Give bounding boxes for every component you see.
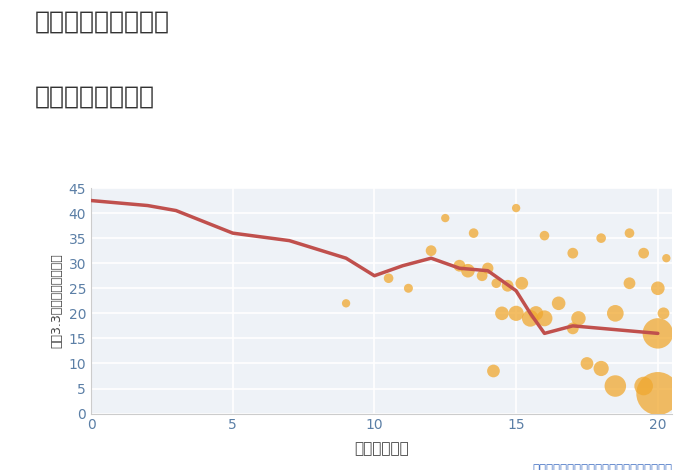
- Y-axis label: 坪（3.3㎡）単価（万円）: 坪（3.3㎡）単価（万円）: [50, 253, 63, 348]
- Point: [638, 250, 650, 257]
- Point: [652, 329, 664, 337]
- Point: [426, 247, 437, 254]
- Text: 千葉県船橋市金杉の: 千葉県船橋市金杉の: [35, 9, 170, 33]
- Point: [468, 229, 480, 237]
- X-axis label: 駅距離（分）: 駅距離（分）: [354, 441, 409, 456]
- Point: [567, 250, 578, 257]
- Point: [539, 314, 550, 322]
- Point: [440, 214, 451, 222]
- Point: [624, 229, 635, 237]
- Point: [658, 310, 669, 317]
- Point: [596, 235, 607, 242]
- Point: [383, 274, 394, 282]
- Point: [496, 310, 507, 317]
- Point: [477, 272, 488, 280]
- Point: [516, 280, 527, 287]
- Text: 駅距離別土地価格: 駅距離別土地価格: [35, 85, 155, 109]
- Point: [454, 262, 465, 269]
- Point: [624, 280, 635, 287]
- Text: 円の大きさは、取引のあった物件面積を示す: 円の大きさは、取引のあった物件面積を示す: [532, 463, 672, 470]
- Point: [661, 254, 672, 262]
- Point: [539, 232, 550, 239]
- Point: [610, 310, 621, 317]
- Point: [502, 282, 513, 290]
- Point: [462, 267, 473, 274]
- Point: [510, 310, 522, 317]
- Point: [596, 365, 607, 372]
- Point: [482, 265, 493, 272]
- Point: [638, 382, 650, 390]
- Point: [652, 284, 664, 292]
- Point: [567, 325, 578, 332]
- Point: [573, 314, 584, 322]
- Point: [531, 310, 542, 317]
- Point: [582, 360, 593, 367]
- Point: [652, 390, 664, 397]
- Point: [491, 280, 502, 287]
- Point: [340, 299, 351, 307]
- Point: [553, 299, 564, 307]
- Point: [510, 204, 522, 212]
- Point: [402, 284, 414, 292]
- Point: [610, 382, 621, 390]
- Point: [525, 314, 536, 322]
- Point: [488, 367, 499, 375]
